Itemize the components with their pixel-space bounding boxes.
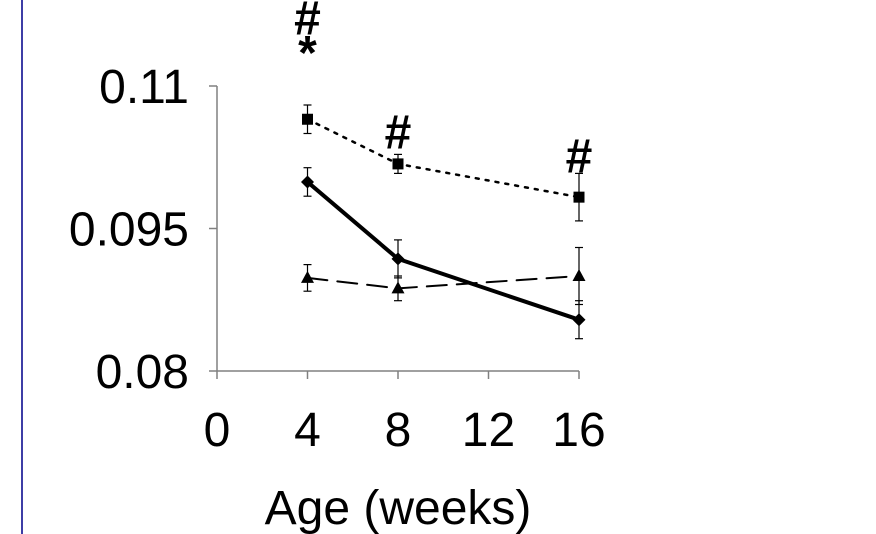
data-point-square bbox=[302, 113, 313, 125]
series-line bbox=[306, 275, 580, 290]
significance-hash: # bbox=[385, 107, 412, 160]
y-tick-label: 0.08 bbox=[96, 346, 189, 399]
series-diamond bbox=[301, 167, 586, 340]
series-line bbox=[306, 118, 581, 199]
x-tick-label: 8 bbox=[385, 404, 412, 457]
x-tick-label: 12 bbox=[462, 404, 515, 457]
x-tick-label: 0 bbox=[204, 404, 231, 457]
y-tick-label: 0.095 bbox=[69, 204, 189, 257]
series-triangle bbox=[301, 246, 586, 306]
significance-hash: # bbox=[566, 130, 593, 183]
data-point-triangle bbox=[572, 269, 586, 281]
y-tick-label: 0.11 bbox=[99, 61, 189, 114]
data-point-diamond bbox=[572, 313, 586, 327]
significance-hash: # bbox=[294, 0, 321, 46]
series-line bbox=[305, 179, 581, 322]
x-tick-label: 16 bbox=[552, 404, 605, 457]
x-axis-title: Age (weeks) bbox=[265, 482, 532, 534]
data-point-square bbox=[573, 191, 585, 203]
series-square bbox=[302, 104, 585, 222]
data-point-triangle bbox=[301, 270, 314, 283]
x-tick-label: 4 bbox=[294, 404, 321, 457]
data-point-square bbox=[392, 158, 404, 170]
data-point-diamond bbox=[301, 175, 314, 189]
annotations: *## # bbox=[294, 0, 592, 183]
axes: 0.08 0.095 0.11 0 4 8 12 16 bbox=[69, 61, 606, 457]
data-point-diamond bbox=[391, 252, 405, 266]
data-series bbox=[301, 104, 586, 340]
significance-asterisk: * bbox=[298, 27, 317, 80]
data-point-triangle bbox=[391, 281, 405, 294]
